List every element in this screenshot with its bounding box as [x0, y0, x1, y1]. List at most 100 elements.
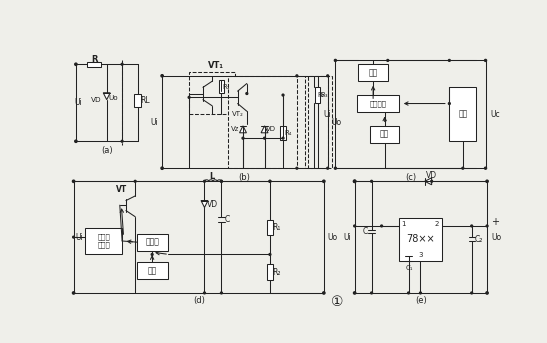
Text: 基准: 基准: [148, 266, 157, 275]
Text: R₂: R₂: [272, 268, 281, 277]
Circle shape: [220, 292, 223, 294]
Text: Uo: Uo: [331, 118, 342, 127]
Text: Ui: Ui: [150, 118, 158, 127]
Text: Ui: Ui: [74, 98, 82, 107]
Text: Ui: Ui: [343, 233, 351, 241]
Circle shape: [420, 292, 421, 294]
Circle shape: [203, 292, 206, 294]
Circle shape: [353, 292, 356, 294]
Circle shape: [269, 180, 271, 182]
Circle shape: [246, 93, 248, 94]
Text: R₁: R₁: [222, 84, 230, 90]
Circle shape: [371, 292, 373, 294]
Text: R: R: [91, 55, 97, 64]
Circle shape: [485, 167, 486, 169]
Text: 矩形波
发生器: 矩形波 发生器: [97, 234, 110, 248]
Polygon shape: [201, 201, 208, 208]
Text: Uo: Uo: [491, 233, 501, 241]
Text: 1: 1: [401, 222, 406, 227]
Text: 放大器: 放大器: [145, 238, 159, 247]
Circle shape: [430, 180, 433, 182]
Circle shape: [242, 137, 244, 139]
Circle shape: [72, 180, 75, 182]
Circle shape: [161, 167, 164, 169]
Text: (a): (a): [101, 146, 113, 155]
Circle shape: [73, 236, 74, 238]
Polygon shape: [424, 178, 432, 185]
Text: C: C: [224, 215, 229, 224]
Text: 78××: 78××: [406, 234, 435, 245]
Circle shape: [334, 59, 336, 61]
Text: +: +: [491, 217, 499, 227]
Circle shape: [471, 292, 473, 294]
Text: VD: VD: [266, 126, 276, 132]
Circle shape: [269, 180, 271, 182]
Bar: [358, 64, 388, 81]
Bar: [309, 76, 328, 168]
Bar: [370, 126, 399, 143]
Text: C₂: C₂: [474, 235, 483, 244]
Bar: [399, 218, 441, 261]
Text: L: L: [210, 172, 215, 181]
Bar: [137, 262, 167, 279]
Circle shape: [327, 75, 329, 77]
Polygon shape: [261, 126, 268, 133]
Circle shape: [121, 140, 123, 142]
Circle shape: [296, 167, 298, 169]
Circle shape: [353, 180, 356, 182]
Text: VD: VD: [207, 200, 218, 209]
Circle shape: [220, 180, 223, 182]
Circle shape: [264, 137, 265, 139]
Circle shape: [486, 180, 488, 182]
Bar: [137, 234, 167, 251]
Circle shape: [296, 75, 298, 77]
Bar: [305, 76, 331, 168]
Text: 基准: 基准: [380, 130, 389, 139]
Polygon shape: [240, 126, 247, 133]
Circle shape: [354, 225, 356, 227]
Circle shape: [353, 180, 356, 182]
Text: Uo: Uo: [328, 233, 338, 241]
Text: Vz: Vz: [231, 126, 240, 132]
Text: Ui: Ui: [324, 110, 331, 119]
Text: Ui: Ui: [75, 233, 83, 241]
Circle shape: [462, 167, 464, 169]
Circle shape: [449, 103, 450, 105]
Circle shape: [486, 292, 488, 294]
Bar: [449, 87, 476, 141]
Bar: [85, 227, 122, 255]
Circle shape: [121, 63, 123, 65]
Text: R₄: R₄: [284, 130, 292, 136]
Circle shape: [161, 75, 164, 77]
Circle shape: [134, 180, 136, 182]
Text: 比较放大: 比较放大: [370, 100, 387, 107]
Circle shape: [269, 253, 271, 256]
Bar: [189, 72, 235, 114]
Circle shape: [220, 180, 223, 182]
Bar: [280, 126, 286, 140]
Circle shape: [408, 292, 410, 294]
Text: 调整: 调整: [369, 68, 378, 77]
Circle shape: [371, 180, 373, 182]
Text: R₂: R₂: [317, 92, 324, 98]
Circle shape: [282, 94, 284, 96]
Circle shape: [188, 96, 190, 98]
Text: R₁: R₁: [272, 223, 280, 232]
Circle shape: [486, 225, 488, 227]
Circle shape: [387, 59, 389, 61]
Circle shape: [323, 180, 325, 182]
Circle shape: [203, 180, 206, 182]
Bar: [315, 87, 321, 103]
Text: (b): (b): [238, 173, 251, 182]
Bar: [135, 94, 141, 107]
Text: VT: VT: [116, 185, 127, 194]
Circle shape: [282, 137, 284, 139]
Text: VD: VD: [91, 97, 101, 103]
Text: C: C: [363, 227, 368, 236]
Circle shape: [485, 59, 486, 61]
Text: 3: 3: [418, 252, 423, 258]
Bar: [311, 87, 317, 103]
Circle shape: [471, 225, 473, 227]
Text: (c): (c): [405, 173, 416, 182]
Text: VT₁: VT₁: [208, 61, 224, 70]
